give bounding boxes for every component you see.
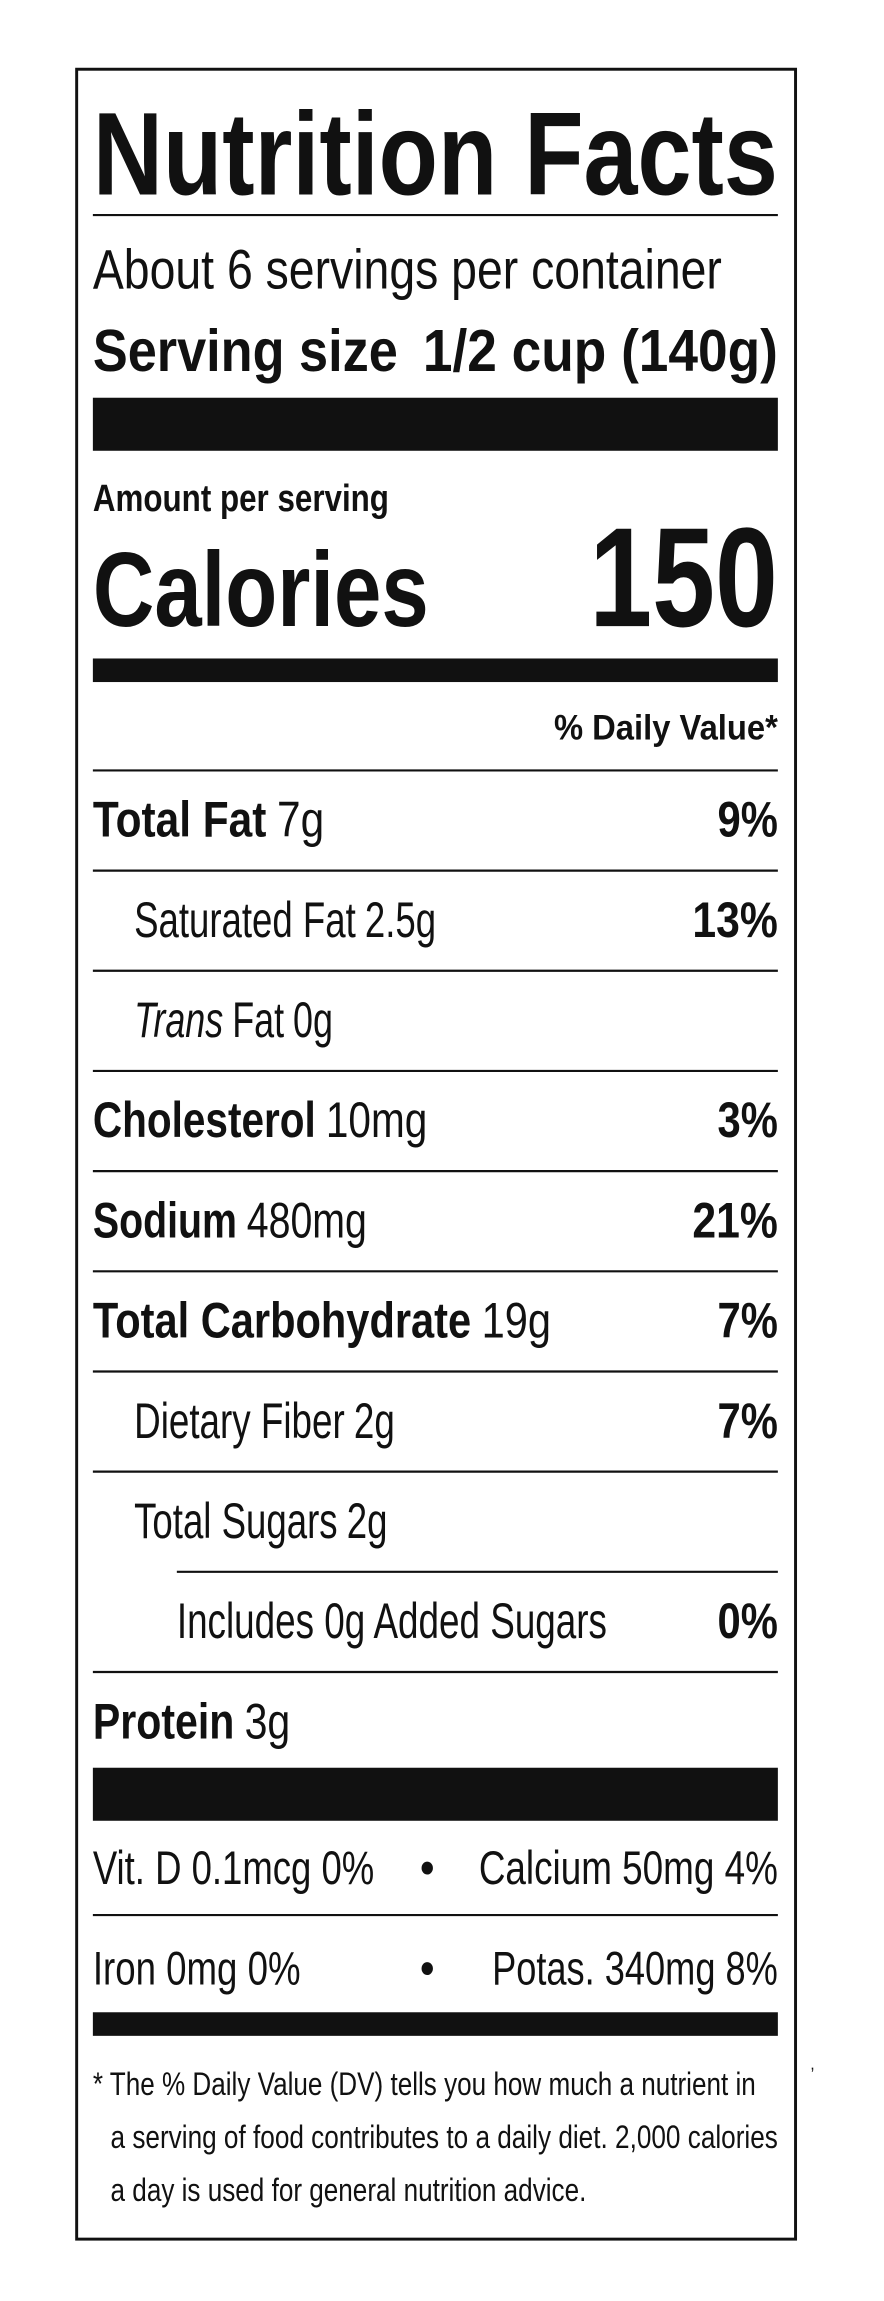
text-part: Total Fat — [93, 792, 267, 848]
text-part: Saturated Fat — [134, 892, 356, 948]
daily-value: 3% — [717, 1092, 777, 1148]
separator: • — [420, 1841, 435, 1894]
vitamin-left: Iron 0mg 0% — [93, 1941, 301, 1994]
text-part: 10mg — [326, 1092, 427, 1148]
nutrient-name: Cholesterol10mg — [93, 1092, 427, 1148]
text-part: Cholesterol — [93, 1092, 316, 1148]
text-part: Trans — [134, 992, 223, 1048]
stray-mark: , — [810, 2054, 814, 2074]
nutrient-name: Total Fat7g — [93, 792, 324, 848]
footnote-line: * The % Daily Value (DV) tells you how m… — [93, 2066, 756, 2102]
nutrient-name: Includes 0g Added Sugars — [177, 1593, 607, 1649]
vitamin-right: Calcium 50mg 4% — [479, 1841, 778, 1894]
thick-bar — [92, 397, 778, 451]
daily-value: 7% — [717, 1293, 777, 1349]
vitamin-left: Vit. D 0.1mcg 0% — [93, 1841, 374, 1894]
text-part: Dietary Fiber — [134, 1393, 345, 1449]
nutrient-name: Sodium480mg — [93, 1192, 367, 1248]
nutrient-name: Total Carbohydrate19g — [93, 1293, 551, 1349]
vitamin-right: Potas. 340mg 8% — [492, 1941, 778, 1994]
daily-value: 9% — [717, 792, 777, 848]
text-part: Protein — [93, 1693, 234, 1749]
nutrient-name: Protein3g — [93, 1693, 290, 1749]
text-part: 2.5g — [365, 892, 436, 948]
footnote-line: a day is used for general nutrition advi… — [111, 2172, 587, 2208]
nutrient-name: Total Sugars2g — [134, 1493, 387, 1549]
daily-value: 0% — [717, 1593, 777, 1649]
thick-bar — [92, 1767, 778, 1821]
daily-value: 21% — [692, 1192, 777, 1248]
nutrient-name: TransFat0g — [134, 992, 333, 1048]
text-part: Fat — [232, 992, 284, 1048]
daily-value: 13% — [692, 892, 777, 948]
serving-size-value: 1/2 cup (140g) — [423, 319, 778, 384]
nutrient-name: Dietary Fiber2g — [134, 1393, 395, 1449]
text-part: 0g — [293, 992, 333, 1048]
nutrient-name: Saturated Fat2.5g — [134, 892, 436, 948]
text-part: Includes 0g Added Sugars — [177, 1593, 607, 1649]
medium-bar — [92, 2012, 778, 2036]
title: Nutrition Facts — [93, 87, 778, 219]
daily-value-header: % Daily Value* — [554, 709, 778, 748]
medium-bar — [92, 658, 778, 683]
text-part: Sodium — [93, 1192, 237, 1248]
servings: About 6 servings per container — [93, 238, 722, 301]
serving-size-label: Serving size — [93, 319, 398, 384]
calories-value: 150 — [589, 498, 778, 656]
text-part: 480mg — [247, 1192, 367, 1248]
text-part: Total Sugars — [134, 1493, 338, 1549]
text-part: 19g — [482, 1293, 551, 1349]
text-part: 2g — [354, 1393, 395, 1449]
amount-label: Amount per serving — [93, 477, 389, 520]
separator: • — [420, 1941, 435, 1994]
text-part: 7g — [277, 792, 324, 848]
footnote-line: a serving of food contributes to a daily… — [111, 2119, 778, 2155]
text-part: Total Carbohydrate — [93, 1293, 471, 1349]
label-border — [75, 67, 798, 2241]
daily-value: 7% — [717, 1393, 777, 1449]
text-part: 2g — [347, 1493, 388, 1549]
text-part: 3g — [245, 1693, 291, 1749]
calories-label: Calories — [93, 531, 429, 649]
